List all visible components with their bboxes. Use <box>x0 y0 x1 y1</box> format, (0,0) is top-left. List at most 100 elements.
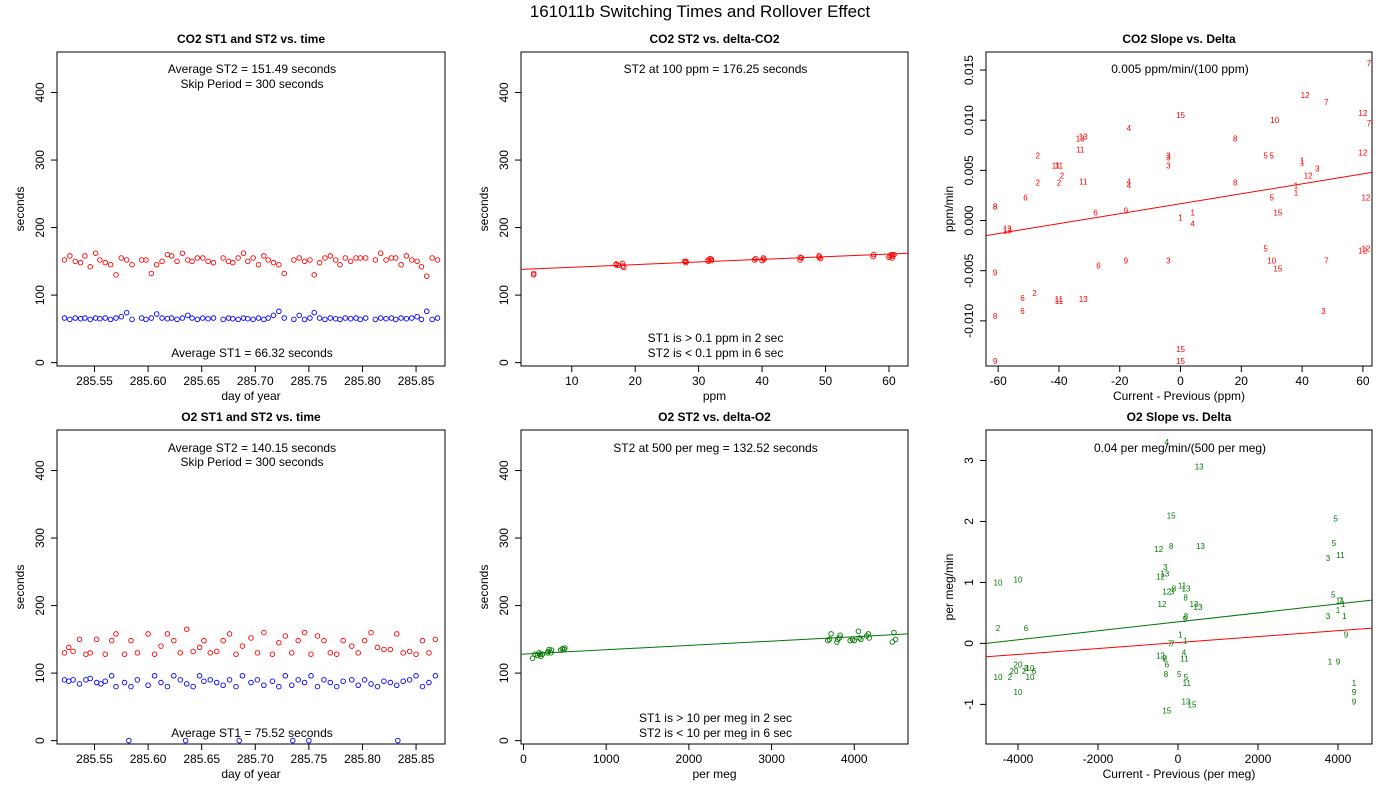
data-point-st2 <box>332 257 339 263</box>
data-point-label: 2 <box>1060 171 1065 180</box>
data-point-label: 12 <box>1154 545 1163 554</box>
fit-line <box>521 252 908 270</box>
data-point-st1 <box>308 673 314 679</box>
data-point-st1 <box>230 315 236 322</box>
data-point-st1 <box>413 673 419 679</box>
data-point-st2 <box>413 651 419 657</box>
data-point-st2 <box>374 644 381 651</box>
data-point-st1 <box>168 315 175 321</box>
data-point-label: 1 <box>1352 679 1357 688</box>
data-point-label: 13 <box>1196 542 1205 551</box>
data-point-st2 <box>372 257 379 263</box>
data-point-st2 <box>93 636 100 643</box>
data-point-st1 <box>362 315 369 321</box>
data-point-label: 10 <box>1270 116 1279 125</box>
data-point-st2 <box>316 259 323 266</box>
y-tick-label: 100 <box>33 663 47 683</box>
data-point-st2 <box>108 637 115 644</box>
data-point-st1 <box>164 683 171 690</box>
data-point-st2 <box>235 255 241 261</box>
data-point-st2 <box>196 644 203 651</box>
data-point-st1 <box>235 316 241 323</box>
data-point-st1 <box>182 737 189 744</box>
data-point-label: 13 <box>1190 600 1199 609</box>
x-tick-label: 285.70 <box>237 752 274 766</box>
data-point-st1 <box>118 313 125 320</box>
data-point-st2 <box>400 650 406 656</box>
data-point-st1 <box>143 316 149 323</box>
x-tick-label: 285.80 <box>344 374 381 388</box>
data-point-label: 2 <box>1035 178 1040 187</box>
y-axis-label: seconds <box>13 565 27 610</box>
data-point-label: 15 <box>1188 700 1197 709</box>
data-point-st1 <box>398 315 404 321</box>
data-point-st1 <box>281 315 287 321</box>
data-point-st2 <box>858 636 864 643</box>
main-title: 161011b Switching Times and Rollover Eff… <box>529 2 871 21</box>
data-point-st2 <box>183 626 190 632</box>
x-tick-label: 20 <box>629 374 643 388</box>
data-point-label: 11 <box>1183 679 1192 688</box>
data-point-label: 8 <box>1184 612 1189 621</box>
data-point-label: 12 <box>1361 245 1370 254</box>
data-point-st1 <box>108 673 115 679</box>
data-point-st1 <box>321 677 327 683</box>
data-point-st1 <box>126 737 132 744</box>
data-point-label: 6 <box>1020 294 1025 303</box>
data-point-st2 <box>619 263 626 269</box>
data-point-label: 11 <box>1336 551 1345 560</box>
data-point-st2 <box>179 250 186 256</box>
y-axis-label: ppm/min <box>942 186 956 232</box>
data-point-st1 <box>394 682 400 689</box>
data-point-st1 <box>107 316 114 323</box>
data-point-st2 <box>529 655 536 661</box>
data-point-st1 <box>98 681 104 687</box>
data-point-label: 13 <box>1160 569 1169 578</box>
data-point-st1 <box>357 316 364 323</box>
plot-data <box>61 250 441 323</box>
data-point-st1 <box>97 315 103 322</box>
data-point-label: 12 <box>1156 572 1165 581</box>
data-point-label: 9 <box>1344 630 1349 639</box>
data-point-label: 1 <box>1328 658 1333 667</box>
x-tick-label: 0 <box>1177 374 1184 388</box>
data-point-label: 5 <box>1184 673 1189 682</box>
data-point-st2 <box>123 257 130 263</box>
data-point-st2 <box>347 258 354 265</box>
y-tick-label: -1 <box>962 699 976 710</box>
data-point-label: 11 <box>1336 597 1345 606</box>
data-point-st2 <box>113 631 119 637</box>
data-point-st1 <box>233 683 239 690</box>
data-point-st2 <box>270 259 277 266</box>
data-point-st2 <box>891 629 897 636</box>
data-point-st1 <box>113 683 119 690</box>
data-point-st2 <box>426 650 432 656</box>
data-point-st1 <box>87 675 93 682</box>
data-point-st2 <box>394 631 400 637</box>
x-tick-label: 285.60 <box>130 752 167 766</box>
data-point-label: 15 <box>1176 111 1185 120</box>
data-point-st2 <box>148 270 155 277</box>
plot-frame <box>985 429 1373 745</box>
data-point-label: 4 <box>1165 438 1170 447</box>
data-point-label: 9 <box>1124 207 1129 216</box>
data-point-st2 <box>295 637 301 644</box>
data-point-label: 8 <box>993 202 998 211</box>
data-point-label: 3 <box>1321 307 1326 316</box>
data-point-st1 <box>72 315 78 321</box>
plot-panel-co2-st-time: CO2 ST1 and ST2 vs. time 285.55 285.60 285.… <box>13 32 446 403</box>
fit-line <box>986 171 1372 237</box>
data-point-st2 <box>70 648 76 655</box>
data-point-st1 <box>61 315 68 321</box>
data-point-st2 <box>530 270 537 277</box>
data-point-st2 <box>282 633 289 639</box>
data-point-st1 <box>121 679 128 686</box>
x-tick-label: 0 <box>520 752 527 766</box>
data-point-st2 <box>220 255 226 261</box>
data-point-st2 <box>406 648 413 655</box>
data-point-st2 <box>327 253 334 259</box>
data-point-st1 <box>151 673 158 679</box>
data-point-label: 6 <box>1096 262 1101 271</box>
plot-annotation: 0.005 ppm/min/(100 ppm) <box>1111 62 1248 76</box>
